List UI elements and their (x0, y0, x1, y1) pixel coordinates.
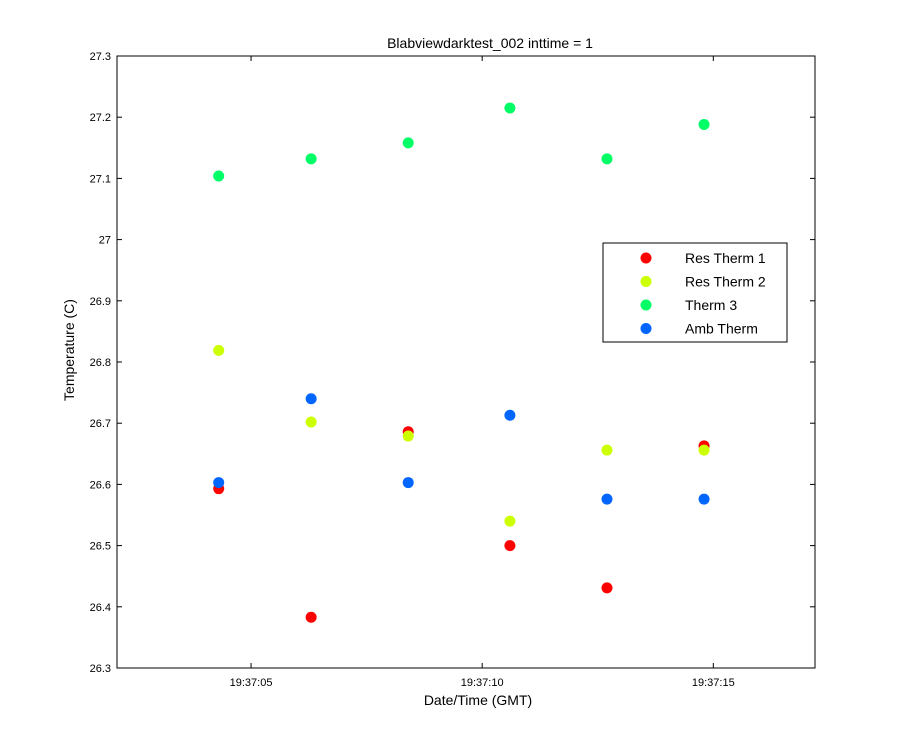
x-tick-label: 19:37:05 (230, 677, 273, 689)
point-res-therm-1 (305, 611, 317, 623)
y-tick-label: 26.6 (90, 479, 111, 491)
point-res-therm-2 (213, 344, 225, 356)
legend-marker-res-therm-1 (640, 252, 652, 264)
point-amb-therm (504, 409, 516, 421)
legend-label-res-therm-2: Res Therm 2 (685, 274, 766, 290)
chart-title: Blabviewdarktest_002 inttime = 1 (387, 35, 593, 51)
point-res-therm-1 (504, 540, 516, 552)
y-tick-label: 27.2 (90, 112, 111, 124)
y-tick-label: 26.8 (90, 357, 111, 369)
legend-label-res-therm-1: Res Therm 1 (685, 250, 766, 266)
y-axis: 26.3 26.4 26.5 26.6 26.7 26.8 26.9 27 27.1 27.2 27… (90, 51, 815, 675)
point-amb-therm (402, 477, 414, 489)
point-therm-3 (601, 153, 613, 165)
legend-label-amb-therm: Amb Therm (685, 321, 758, 337)
y-tick-label: 26.5 (90, 541, 111, 553)
y-tick-label: 27.1 (90, 173, 111, 185)
y-tick-label: 26.3 (90, 663, 111, 675)
plot-area (116, 55, 816, 669)
x-axis-label: Date/Time (GMT) (424, 692, 532, 708)
y-axis-label: Temperature (C) (61, 299, 77, 401)
point-res-therm-2 (698, 444, 710, 456)
x-tick-label: 19:37:15 (692, 677, 735, 689)
point-res-therm-2 (305, 416, 317, 428)
legend-marker-res-therm-2 (640, 276, 652, 287)
data-points (213, 102, 710, 623)
point-therm-3 (402, 137, 414, 149)
point-amb-therm (601, 493, 613, 505)
point-amb-therm (213, 477, 225, 489)
point-res-therm-2 (504, 515, 516, 527)
point-res-therm-2 (601, 444, 613, 456)
legend-marker-amb-therm (640, 323, 652, 334)
x-axis: 19:37:05 19:37:10 19:37:15 (230, 56, 735, 689)
point-therm-3 (504, 102, 516, 114)
y-tick-label: 26.7 (90, 418, 111, 430)
point-therm-3 (305, 153, 317, 165)
point-res-therm-2 (402, 430, 414, 442)
point-res-therm-1 (601, 582, 613, 594)
legend: Res Therm 1 Res Therm 2 Therm 3 Amb Therm (602, 242, 788, 343)
point-therm-3 (698, 119, 710, 131)
point-amb-therm (305, 393, 317, 405)
legend-label-therm-3: Therm 3 (685, 297, 737, 313)
point-amb-therm (698, 493, 710, 505)
legend-marker-therm-3 (640, 299, 652, 311)
point-therm-3 (213, 170, 225, 182)
y-tick-label: 26.9 (90, 296, 111, 308)
y-tick-label: 27 (99, 235, 111, 247)
y-tick-label: 26.4 (90, 602, 111, 614)
x-tick-label: 19:37:10 (461, 677, 504, 689)
y-tick-label: 27.3 (90, 51, 111, 63)
legend-box (602, 242, 788, 343)
